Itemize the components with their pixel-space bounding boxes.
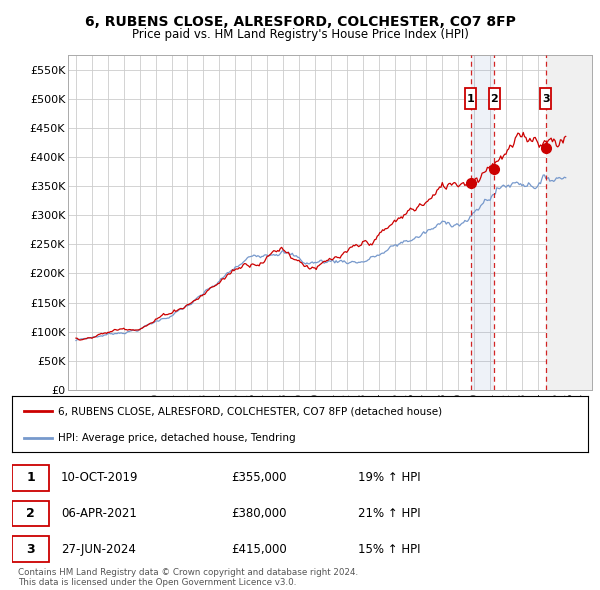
Text: 21% ↑ HPI: 21% ↑ HPI bbox=[358, 507, 420, 520]
Text: 06-APR-2021: 06-APR-2021 bbox=[61, 507, 137, 520]
Text: 27-JUN-2024: 27-JUN-2024 bbox=[61, 543, 136, 556]
Text: 6, RUBENS CLOSE, ALRESFORD, COLCHESTER, CO7 8FP: 6, RUBENS CLOSE, ALRESFORD, COLCHESTER, … bbox=[85, 15, 515, 29]
Text: 1: 1 bbox=[467, 94, 475, 104]
FancyBboxPatch shape bbox=[489, 88, 500, 109]
Text: 3: 3 bbox=[26, 543, 35, 556]
Text: 10-OCT-2019: 10-OCT-2019 bbox=[61, 471, 139, 484]
Text: 6, RUBENS CLOSE, ALRESFORD, COLCHESTER, CO7 8FP (detached house): 6, RUBENS CLOSE, ALRESFORD, COLCHESTER, … bbox=[58, 406, 442, 416]
Text: Price paid vs. HM Land Registry's House Price Index (HPI): Price paid vs. HM Land Registry's House … bbox=[131, 28, 469, 41]
Bar bbox=[470, 55, 494, 390]
FancyBboxPatch shape bbox=[12, 501, 49, 526]
Text: 2: 2 bbox=[26, 507, 35, 520]
FancyBboxPatch shape bbox=[540, 88, 551, 109]
Text: 19% ↑ HPI: 19% ↑ HPI bbox=[358, 471, 420, 484]
Text: £355,000: £355,000 bbox=[231, 471, 286, 484]
Text: 2: 2 bbox=[490, 94, 498, 104]
Bar bbox=[545, 55, 593, 390]
FancyBboxPatch shape bbox=[12, 536, 49, 562]
Bar bbox=[545, 55, 593, 390]
FancyBboxPatch shape bbox=[12, 465, 49, 491]
Text: 3: 3 bbox=[542, 94, 550, 104]
FancyBboxPatch shape bbox=[465, 88, 476, 109]
Text: HPI: Average price, detached house, Tendring: HPI: Average price, detached house, Tend… bbox=[58, 433, 296, 443]
Text: 15% ↑ HPI: 15% ↑ HPI bbox=[358, 543, 420, 556]
Text: Contains HM Land Registry data © Crown copyright and database right 2024.
This d: Contains HM Land Registry data © Crown c… bbox=[18, 568, 358, 587]
Text: 1: 1 bbox=[26, 471, 35, 484]
Text: £380,000: £380,000 bbox=[231, 507, 286, 520]
Text: £415,000: £415,000 bbox=[231, 543, 287, 556]
